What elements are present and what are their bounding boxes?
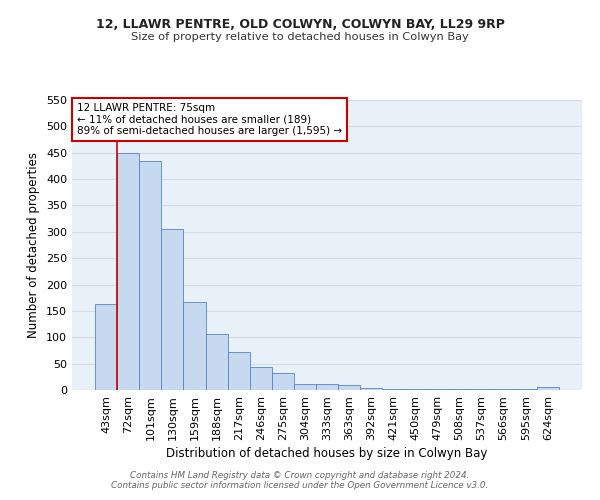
Bar xyxy=(294,384,316,390)
Text: Contains HM Land Registry data © Crown copyright and database right 2024.
Contai: Contains HM Land Registry data © Crown c… xyxy=(112,470,488,490)
Bar xyxy=(382,389,404,390)
Bar xyxy=(272,372,294,390)
Bar xyxy=(139,160,161,390)
Bar xyxy=(338,386,360,390)
Bar xyxy=(206,334,227,390)
Bar xyxy=(184,302,206,390)
Bar xyxy=(227,352,250,390)
Bar xyxy=(117,152,139,390)
X-axis label: Distribution of detached houses by size in Colwyn Bay: Distribution of detached houses by size … xyxy=(166,447,488,460)
Bar xyxy=(360,388,382,390)
Bar xyxy=(95,304,117,390)
Bar xyxy=(250,367,272,390)
Bar xyxy=(161,228,184,390)
Text: Size of property relative to detached houses in Colwyn Bay: Size of property relative to detached ho… xyxy=(131,32,469,42)
Bar xyxy=(316,384,338,390)
Y-axis label: Number of detached properties: Number of detached properties xyxy=(28,152,40,338)
Bar xyxy=(404,389,427,390)
Text: 12 LLAWR PENTRE: 75sqm
← 11% of detached houses are smaller (189)
89% of semi-de: 12 LLAWR PENTRE: 75sqm ← 11% of detached… xyxy=(77,103,342,136)
Bar xyxy=(537,388,559,390)
Text: 12, LLAWR PENTRE, OLD COLWYN, COLWYN BAY, LL29 9RP: 12, LLAWR PENTRE, OLD COLWYN, COLWYN BAY… xyxy=(95,18,505,30)
